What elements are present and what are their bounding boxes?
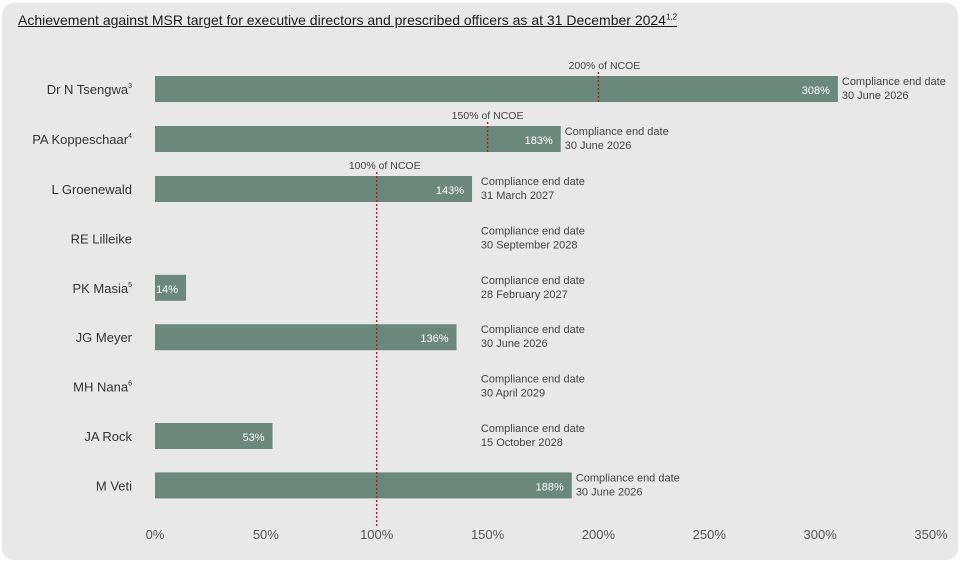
data-label: 53% xyxy=(242,432,264,444)
chart-title-superscript: 1,2 xyxy=(665,12,678,22)
x-tick-label: 0% xyxy=(146,527,165,542)
compliance-note-date: 30 June 2026 xyxy=(565,140,632,152)
data-label: 308% xyxy=(802,85,830,97)
compliance-note-label: Compliance end date xyxy=(565,126,669,138)
x-tick-label: 300% xyxy=(804,527,838,542)
reference-label: 100% of NCOE xyxy=(349,160,421,172)
bar xyxy=(155,472,572,499)
chart-title-text: Achievement against MSR target for execu… xyxy=(18,12,666,28)
data-label: 143% xyxy=(436,185,464,197)
x-tick-label: 250% xyxy=(693,527,727,542)
compliance-note-label: Compliance end date xyxy=(576,472,680,484)
compliance-note-date: 30 September 2028 xyxy=(481,239,578,251)
compliance-note-date: 31 March 2027 xyxy=(481,190,554,202)
compliance-note-date: 30 June 2026 xyxy=(842,90,909,102)
compliance-note-label: Compliance end date xyxy=(481,374,585,386)
compliance-note-date: 15 October 2028 xyxy=(481,437,563,449)
data-label: 183% xyxy=(525,135,553,147)
bar xyxy=(155,274,187,301)
compliance-note-label: Compliance end date xyxy=(481,423,585,435)
x-tick-label: 200% xyxy=(582,527,616,542)
category-label: PA Koppeschaar4 xyxy=(32,132,132,147)
reference-label: 200% of NCOE xyxy=(569,60,641,72)
compliance-note-date: 30 June 2026 xyxy=(481,338,548,350)
bar xyxy=(155,324,457,351)
category-label: RE Lilleike xyxy=(71,231,132,246)
reference-label: 150% of NCOE xyxy=(452,110,524,122)
chart-title: Achievement against MSR target for execu… xyxy=(18,12,677,28)
compliance-note-date: 30 April 2029 xyxy=(481,388,545,400)
category-label: Dr N Tsengwa3 xyxy=(47,82,132,97)
compliance-note-label: Compliance end date xyxy=(481,225,585,237)
bar xyxy=(155,176,473,202)
category-label: PK Masia5 xyxy=(72,281,132,296)
data-label: 188% xyxy=(536,481,564,493)
x-tick-label: 150% xyxy=(471,527,505,542)
bar xyxy=(155,126,561,152)
x-tick-label: 50% xyxy=(253,527,279,542)
compliance-note-date: 28 February 2027 xyxy=(481,289,568,301)
compliance-note-label: Compliance end date xyxy=(842,76,946,88)
category-label: M Veti xyxy=(96,478,132,493)
category-label: JA Rock xyxy=(84,429,132,444)
data-label: 14% xyxy=(156,284,178,296)
x-tick-label: 350% xyxy=(914,527,948,542)
compliance-note-label: Compliance end date xyxy=(481,275,585,287)
category-label: MH Nana6 xyxy=(73,380,132,395)
category-label: JG Meyer xyxy=(76,330,133,345)
data-label: 136% xyxy=(420,333,448,345)
compliance-note-label: Compliance end date xyxy=(481,324,585,336)
x-tick-label: 100% xyxy=(360,527,394,542)
compliance-note-date: 30 June 2026 xyxy=(576,486,643,498)
category-label: L Groenewald xyxy=(52,182,132,197)
bar xyxy=(155,76,838,102)
compliance-note-label: Compliance end date xyxy=(481,176,585,188)
bar xyxy=(155,423,273,449)
